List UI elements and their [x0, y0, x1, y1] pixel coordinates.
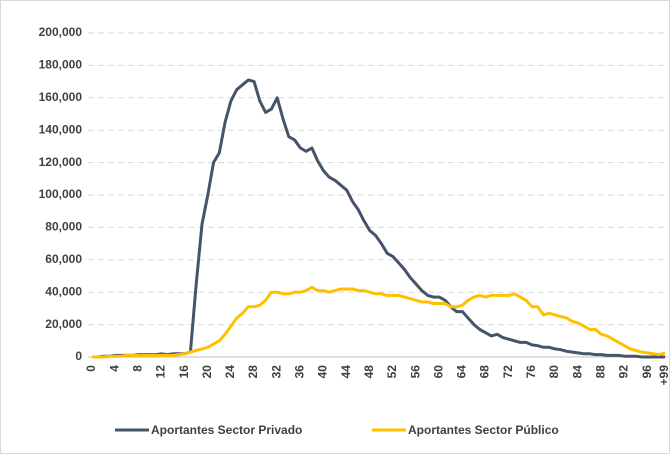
- x-tick-label: 96: [640, 365, 654, 379]
- x-tick-label: 16: [177, 365, 191, 379]
- x-tick-label: 72: [501, 365, 515, 379]
- x-tick-label: 28: [246, 365, 260, 379]
- x-tick-label: 32: [269, 365, 283, 379]
- x-tick-label: 76: [524, 365, 538, 379]
- x-tick-label: 8: [130, 365, 144, 372]
- x-tick-label: +99: [657, 365, 670, 386]
- x-tick-label: 44: [339, 365, 353, 379]
- x-tick-label: 60: [431, 365, 445, 379]
- x-tick-label: 52: [385, 365, 399, 379]
- legend-label: Aportantes Sector Público: [408, 423, 559, 437]
- y-tick-label: 0: [75, 349, 82, 363]
- y-tick-label: 160,000: [39, 90, 83, 104]
- y-tick-label: 40,000: [45, 284, 82, 298]
- x-tick-label: 4: [107, 365, 121, 372]
- x-tick-label: 20: [200, 365, 214, 379]
- x-tick-label: 56: [408, 365, 422, 379]
- x-tick-label: 88: [594, 365, 608, 379]
- x-tick-label: 40: [316, 365, 330, 379]
- x-tick-label: 64: [455, 365, 469, 379]
- x-tick-label: 0: [84, 365, 98, 372]
- y-tick-label: 120,000: [39, 155, 83, 169]
- y-tick-label: 180,000: [39, 58, 83, 72]
- y-tick-label: 60,000: [45, 252, 82, 266]
- y-tick-label: 100,000: [39, 187, 83, 201]
- x-tick-label: 48: [362, 365, 376, 379]
- legend-label: Aportantes Sector Privado: [151, 423, 302, 437]
- x-tick-label: 36: [293, 365, 307, 379]
- x-tick-label: 68: [478, 365, 492, 379]
- y-tick-label: 80,000: [45, 220, 82, 234]
- x-tick-label: 24: [223, 365, 237, 379]
- x-tick-label: 12: [154, 365, 168, 379]
- y-tick-label: 200,000: [39, 25, 83, 39]
- x-tick-label: 92: [617, 365, 631, 379]
- series-line: [92, 285, 666, 359]
- x-tick-label: 84: [570, 365, 584, 379]
- y-tick-label: 20,000: [45, 317, 82, 331]
- y-tick-label: 140,000: [39, 122, 83, 136]
- x-tick-label: 80: [547, 365, 561, 379]
